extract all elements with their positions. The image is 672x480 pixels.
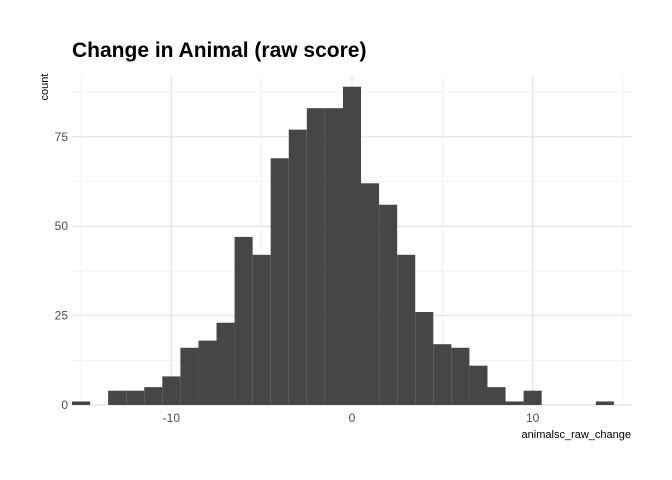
- histogram-bar: [361, 183, 380, 405]
- histogram-bar: [433, 344, 452, 405]
- histogram-bar: [72, 401, 91, 405]
- histogram-bar: [523, 390, 542, 405]
- y-axis-title: count: [39, 74, 51, 101]
- histogram-bar: [469, 365, 488, 405]
- histogram-bar: [324, 108, 343, 405]
- x-tick-label: -10: [163, 411, 181, 425]
- histogram-bar: [216, 322, 235, 405]
- y-tick-label: 50: [55, 219, 69, 233]
- y-axis-ticks: 0 25 50 75: [55, 130, 69, 412]
- histogram-bar: [108, 390, 127, 405]
- x-tick-label: 0: [349, 411, 356, 425]
- x-tick-label: 10: [526, 411, 540, 425]
- y-tick-label: 75: [55, 130, 69, 144]
- histogram-bars: [72, 86, 614, 406]
- y-tick-label: 25: [55, 309, 69, 323]
- histogram-bar: [252, 254, 271, 405]
- histogram-bar: [288, 129, 307, 406]
- histogram-bar: [487, 387, 506, 405]
- histogram-bar: [595, 401, 614, 405]
- histogram-bar: [306, 108, 325, 405]
- histogram-bar: [415, 312, 434, 405]
- histogram-bar: [342, 86, 362, 405]
- histogram-bar: [451, 347, 470, 405]
- x-axis-title: animalsc_raw_change: [522, 429, 631, 441]
- histogram-bar: [180, 347, 199, 405]
- histogram-bar: [397, 254, 416, 405]
- x-axis-ticks: -10 0 10: [163, 411, 540, 425]
- y-tick-label: 0: [61, 398, 68, 412]
- histogram-bar: [379, 204, 398, 405]
- chart-title: Change in Animal (raw score): [72, 39, 366, 62]
- histogram-bar: [198, 340, 217, 405]
- histogram-bar: [505, 401, 524, 405]
- histogram-bar: [144, 387, 163, 405]
- histogram-bar: [162, 376, 181, 405]
- histogram-bar: [126, 390, 145, 405]
- histogram-bar: [270, 158, 289, 405]
- histogram-bar: [234, 236, 253, 405]
